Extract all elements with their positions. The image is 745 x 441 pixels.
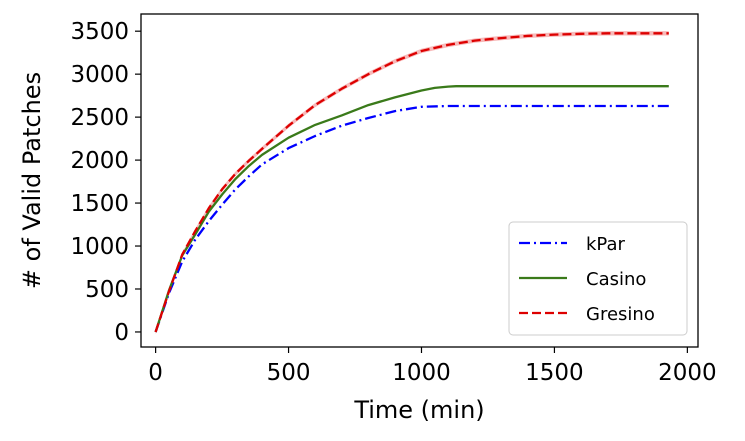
y-axis-ticks: 0 500 1000 1500 2000 2500 3000 3500 bbox=[70, 19, 141, 346]
y-tick-label: 0 bbox=[114, 320, 129, 346]
y-tick-label: 2500 bbox=[70, 105, 129, 131]
x-tick-label: 2000 bbox=[658, 360, 717, 386]
legend-entries: kPar Casino Gresino bbox=[519, 234, 655, 325]
y-tick-label: 1000 bbox=[70, 234, 129, 260]
legend-entry-gresino: Gresino bbox=[519, 304, 655, 325]
y-tick-label: 500 bbox=[85, 277, 129, 303]
y-tick-label: 2000 bbox=[70, 148, 129, 174]
x-axis-ticks: 0 500 1000 1500 2000 bbox=[148, 347, 717, 386]
legend-box bbox=[508, 221, 688, 336]
x-tick-label: 0 bbox=[148, 360, 163, 386]
x-tick-label: 500 bbox=[267, 360, 311, 386]
y-axis-label: # of Valid Patches bbox=[18, 72, 46, 289]
plot-frame bbox=[140, 13, 699, 348]
legend: kPar Casino Gresino bbox=[508, 221, 688, 336]
kpar-series-line bbox=[154, 104, 669, 333]
series-layer bbox=[154, 32, 669, 333]
x-tick-label: 1500 bbox=[525, 360, 584, 386]
gresino-series-line bbox=[154, 32, 669, 333]
x-tick-label: 1000 bbox=[392, 360, 451, 386]
legend-label: Casino bbox=[586, 269, 646, 290]
y-tick-label: 3500 bbox=[70, 19, 129, 45]
legend-label: Gresino bbox=[586, 304, 655, 325]
legend-entry-kpar: kPar bbox=[519, 234, 626, 255]
casino-series-line bbox=[154, 85, 669, 333]
x-axis-label: Time (min) bbox=[353, 396, 484, 424]
legend-label: kPar bbox=[586, 234, 626, 255]
y-tick-label: 1500 bbox=[70, 191, 129, 217]
legend-entry-casino: Casino bbox=[519, 269, 646, 290]
y-tick-label: 3000 bbox=[70, 62, 129, 88]
